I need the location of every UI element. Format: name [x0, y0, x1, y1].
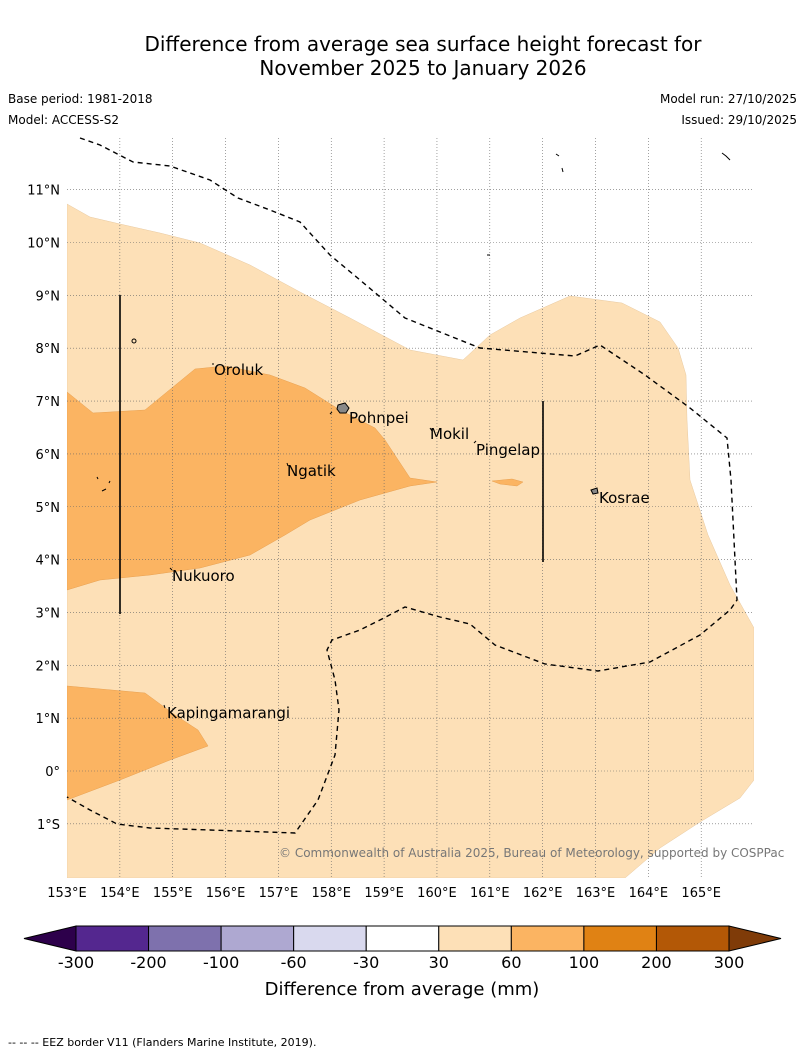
colorbar-tick-label: 200	[641, 953, 672, 972]
colorbar-segment	[148, 925, 222, 952]
islet-nukuoro	[169, 567, 173, 571]
lon-tick-label: 158°E	[311, 886, 351, 901]
colorbar-tick-label: -60	[281, 953, 307, 972]
model-run: Model run: 27/10/2025	[659, 92, 797, 106]
colorbar-segment	[510, 925, 585, 952]
lat-tick-label: 0°	[45, 765, 60, 780]
islet-west-1	[131, 338, 137, 344]
colorbar-segment	[438, 925, 512, 952]
model-name: Model: ACCESS-S2	[8, 113, 120, 127]
lon-tick-label: 154°E	[100, 886, 140, 901]
lat-tick-label: 3°N	[36, 606, 61, 621]
lon-tick-label: 157°E	[259, 886, 299, 901]
colorbar-segment	[365, 925, 440, 952]
colorbar-segment	[583, 925, 657, 952]
colorbar-segment	[220, 925, 295, 952]
colorbar-segment	[293, 925, 367, 952]
colorbar-tick-label: -30	[353, 953, 379, 972]
colorbar-under	[23, 925, 77, 952]
lon-tick-label: 165°E	[681, 886, 721, 901]
lat-tick-label: 1°S	[37, 818, 60, 833]
footer-note: -- -- -- EEZ border V11 (Flanders Marine…	[8, 1036, 317, 1049]
lon-tick-label: 160°E	[417, 886, 457, 901]
lat-tick-label: 10°N	[27, 237, 60, 252]
colorbar-tick-label: 60	[501, 953, 521, 972]
islet-north-2	[721, 152, 731, 161]
colorbar-tick-label: -100	[203, 953, 239, 972]
lat-tick-label: 2°N	[36, 659, 61, 674]
lon-tick-label: 164°E	[629, 886, 669, 901]
title-line-1: Difference from average sea surface heig…	[144, 32, 702, 56]
lat-tick-label: 1°N	[36, 712, 61, 727]
chart-title: Difference from average sea surface heig…	[0, 32, 804, 80]
copyright-notice: © Commonwealth of Australia 2025, Bureau…	[279, 846, 784, 860]
colorbar-tick-labels: -300 -200 -100 -60 -30 30 60 100 200 300	[58, 953, 744, 972]
colorbar-tick-label: 30	[429, 953, 449, 972]
lat-tick-label: 7°N	[36, 395, 61, 410]
islet-kapinga	[163, 704, 166, 709]
islet-ngatik	[286, 462, 289, 467]
longitude-labels: 153°E 154°E 155°E 156°E 157°E 158°E 159°E 160°E…	[47, 886, 721, 901]
contour-60-100-patch	[491, 478, 524, 487]
eez-border	[66, 137, 738, 834]
label-pingelap: Pingelap	[476, 441, 540, 459]
islet-north-1	[555, 153, 564, 173]
colorbar-tick-label: 300	[714, 953, 745, 972]
label-kapingamarangi: Kapingamarangi	[167, 704, 290, 722]
lat-tick-label: 8°N	[36, 342, 61, 357]
graticule	[67, 138, 754, 878]
islet-pingelap	[473, 440, 477, 444]
lon-tick-label: 155°E	[153, 886, 193, 901]
colorbar-tick-label: -200	[130, 953, 166, 972]
latitude-labels: 11°N 10°N 9°N 8°N 7°N 6°N 5°N 4°N 3°N 2°N 1°N 0° 1°S	[27, 184, 60, 833]
label-nukuoro: Nukuoro	[172, 567, 235, 585]
kosrae-island	[590, 487, 599, 495]
colorbar-segments	[75, 925, 730, 952]
lat-tick-label: 6°N	[36, 448, 61, 463]
colorbar-tick-label: -300	[58, 953, 94, 972]
islet-mokil	[429, 427, 433, 432]
lat-tick-label: 4°N	[36, 554, 61, 569]
lat-tick-label: 11°N	[27, 184, 60, 199]
base-period: Base period: 1981-2018	[8, 92, 153, 106]
lat-tick-label: 5°N	[36, 501, 61, 516]
colorbar-title: Difference from average (mm)	[265, 979, 540, 1000]
colorbar-over	[728, 925, 782, 952]
label-mokil: Mokil	[430, 425, 469, 443]
contour-60-100-main	[67, 365, 438, 591]
label-oroluk: Oroluk	[214, 361, 263, 379]
lon-tick-label: 163°E	[576, 886, 616, 901]
islands	[96, 152, 731, 709]
lat-tick-label: 9°N	[36, 289, 61, 304]
lon-tick-label: 162°E	[523, 886, 563, 901]
pohnpei-island	[336, 402, 350, 414]
issued-date: Issued: 29/10/2025	[681, 113, 797, 127]
colorbar: -300 -200 -100 -60 -30 30 60 100 200 300 Differen…	[23, 925, 782, 1000]
eez-line-north	[66, 137, 738, 834]
islet-pohnpei-reef	[329, 411, 333, 415]
title-line-2: November 2025 to January 2026	[259, 56, 587, 80]
lon-tick-label: 161°E	[470, 886, 510, 901]
label-kosrae: Kosrae	[599, 489, 650, 507]
label-ngatik: Ngatik	[287, 462, 336, 480]
label-pohnpei: Pohnpei	[349, 409, 409, 427]
colorbar-segment	[75, 925, 150, 952]
place-labels: Oroluk Pohnpei Mokil Pingelap Ngatik Kos…	[167, 361, 650, 722]
islet-west-2	[96, 476, 111, 492]
colorbar-segment	[655, 925, 730, 952]
map-field	[67, 138, 754, 878]
lon-tick-label: 153°E	[47, 886, 87, 901]
colorbar-tick-label: 100	[569, 953, 600, 972]
lon-tick-label: 156°E	[206, 886, 246, 901]
lon-tick-label: 159°E	[364, 886, 404, 901]
